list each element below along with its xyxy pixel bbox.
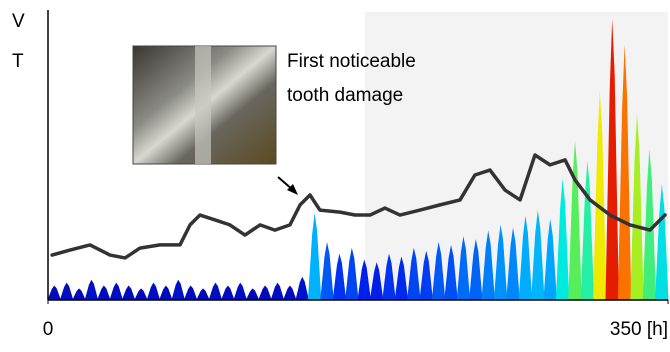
spectrum-bar	[110, 283, 123, 300]
spectrum-bar	[97, 286, 110, 301]
spectrum-bar	[246, 288, 259, 300]
spectrum-bar	[172, 280, 185, 300]
annotation: tooth damage	[287, 85, 403, 106]
spectrum-bar	[184, 286, 197, 301]
spectrum-bar	[134, 288, 147, 300]
spectrum-bar	[60, 283, 73, 300]
y-label: T	[12, 51, 24, 72]
spectrum-bar	[283, 286, 296, 301]
annotation: First noticeable	[287, 51, 416, 72]
spectrum-bar	[345, 248, 358, 300]
spectrum-bar	[296, 277, 309, 300]
chart: V T First noticeable tooth damage 0 350 […	[0, 0, 670, 347]
inset-photo-detail	[195, 46, 211, 164]
spectrum-bar	[72, 288, 85, 300]
spectrum-bar	[308, 213, 321, 300]
y-label: V	[12, 11, 25, 32]
spectrum-bar	[85, 280, 98, 300]
spectrum-bar	[333, 254, 346, 300]
spectrum-bar	[258, 286, 271, 301]
spectrum-bar	[159, 286, 172, 301]
spectrum-bar	[122, 286, 135, 301]
spectrum-bar	[48, 286, 61, 301]
spectrum-bar	[147, 283, 160, 300]
x-tick-label: 0	[43, 319, 54, 340]
x-tick-label: 350 [h]	[610, 319, 668, 340]
spectrum-bar	[271, 283, 284, 300]
spectrum-bar	[209, 283, 222, 300]
spectrum-bar	[320, 242, 333, 300]
spectrum-bar	[221, 286, 234, 301]
spectrum-bar	[196, 288, 209, 300]
spectrum-bar	[234, 283, 247, 300]
